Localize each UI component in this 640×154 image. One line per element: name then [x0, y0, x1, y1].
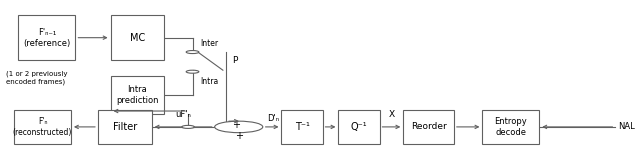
Text: D'ₙ: D'ₙ: [267, 114, 279, 123]
Circle shape: [214, 121, 263, 133]
Circle shape: [186, 51, 199, 54]
Text: P: P: [232, 56, 238, 65]
FancyBboxPatch shape: [111, 15, 164, 60]
FancyBboxPatch shape: [403, 110, 454, 144]
FancyBboxPatch shape: [111, 76, 164, 114]
Text: Intra: Intra: [200, 77, 218, 86]
Text: +: +: [235, 131, 243, 141]
Circle shape: [182, 125, 195, 128]
Text: X: X: [388, 110, 394, 119]
Text: Entropy
decode: Entropy decode: [495, 117, 527, 137]
FancyBboxPatch shape: [282, 110, 323, 144]
Text: F'ₙ
(reconstructed): F'ₙ (reconstructed): [13, 117, 72, 137]
Text: Q⁻¹: Q⁻¹: [351, 122, 367, 132]
FancyBboxPatch shape: [14, 110, 71, 144]
Text: T⁻¹: T⁻¹: [294, 122, 310, 132]
Text: +: +: [232, 120, 239, 130]
Text: MC: MC: [130, 33, 145, 43]
FancyBboxPatch shape: [339, 110, 380, 144]
Text: Intra
prediction: Intra prediction: [116, 85, 159, 105]
FancyBboxPatch shape: [19, 15, 76, 60]
FancyBboxPatch shape: [483, 110, 540, 144]
Text: Filter: Filter: [113, 122, 137, 132]
Text: NAL: NAL: [618, 122, 635, 131]
Text: Inter: Inter: [200, 39, 218, 48]
Text: Reorder: Reorder: [411, 122, 447, 131]
FancyBboxPatch shape: [98, 110, 152, 144]
Text: uF'ₙ: uF'ₙ: [175, 110, 191, 119]
Circle shape: [186, 70, 199, 73]
Text: F'ₙ₋₁
(reference): F'ₙ₋₁ (reference): [23, 28, 70, 48]
Text: (1 or 2 previously
encoded frames): (1 or 2 previously encoded frames): [6, 71, 68, 85]
